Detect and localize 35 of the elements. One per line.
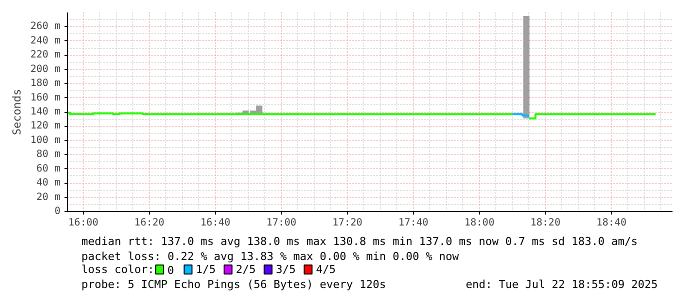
y-tick-label: 0 bbox=[54, 206, 61, 217]
text: packet loss: 0.22 % avg 13.83 % max 0.00 % min 0.00 % now bbox=[81, 250, 460, 263]
y-tick-label: 40 m bbox=[36, 178, 61, 189]
y-tick-label: 120 m bbox=[30, 120, 61, 132]
x-tick-label: 18:00 bbox=[464, 218, 494, 228]
legend-label: 1/5 bbox=[196, 263, 216, 276]
legend-title: loss color: bbox=[81, 263, 154, 276]
y-tick-label: 100 m bbox=[30, 134, 61, 146]
x-tick-label: 18:40 bbox=[596, 218, 627, 228]
y-axis-title: Seconds bbox=[10, 88, 24, 136]
y-tick-label: 220 m bbox=[30, 50, 61, 61]
y-tick-label: 200 m bbox=[30, 64, 61, 75]
y-tick-label: 140 m bbox=[30, 106, 61, 118]
text: end: Tue Jul 22 18:55:09 2025 bbox=[466, 278, 658, 291]
x-tick-label: 16:40 bbox=[200, 218, 230, 228]
x-tick-label: 17:20 bbox=[332, 218, 362, 228]
x-tick-label: 18:20 bbox=[530, 218, 560, 228]
legend-label: 4/5 bbox=[316, 263, 336, 276]
x-tick-label: 16:20 bbox=[134, 218, 164, 228]
text: median rtt: 137.0 ms avg 138.0 ms max 130.8 ms min 137.0 ms now 0.7 ms sd 183.0 am/s bbox=[81, 235, 638, 248]
y-tick-label: 180 m bbox=[30, 78, 61, 90]
y-tick-label: 260 m bbox=[30, 21, 61, 32]
legend-label: 0 bbox=[167, 264, 174, 277]
y-tick-label: 80 m bbox=[36, 149, 61, 160]
y-tick-label: 20 m bbox=[36, 192, 61, 203]
text: probe: 5 ICMP Echo Pings (56 Bytes) every 120s bbox=[81, 278, 386, 291]
y-tick-label: 160 m bbox=[30, 92, 61, 104]
bar bbox=[523, 16, 530, 118]
legend-label: 3/5 bbox=[276, 263, 296, 276]
y-tick-label: 60 m bbox=[36, 163, 61, 174]
y-tick-label: 240 m bbox=[30, 35, 61, 46]
x-tick-label: 17:40 bbox=[398, 218, 428, 228]
x-tick-label: 17:00 bbox=[266, 218, 296, 228]
legend-label: 2/5 bbox=[236, 263, 256, 276]
x-tick-label: 16:00 bbox=[68, 218, 98, 228]
